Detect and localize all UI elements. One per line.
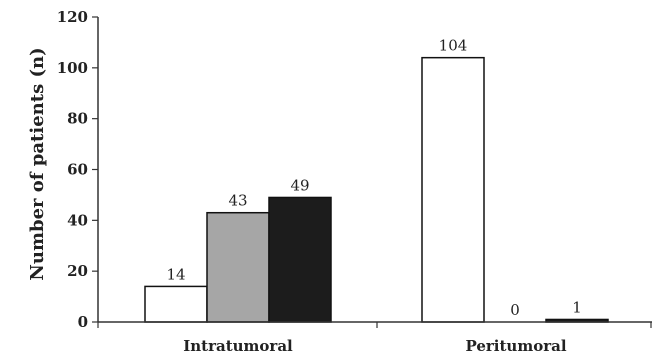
y-tick-label-2: 40 bbox=[67, 211, 88, 229]
y-axis-title: Number of patients (n) bbox=[27, 47, 48, 280]
y-tick-label-6: 120 bbox=[57, 8, 88, 26]
data-label-peritumoral-1: 0 bbox=[510, 301, 520, 319]
data-label-peritumoral-2: 1 bbox=[572, 298, 582, 316]
category-label-intratumoral: Intratumoral bbox=[183, 337, 293, 355]
bar-peritumoral-0 bbox=[421, 56, 485, 323]
bar-intratumoral-0 bbox=[144, 285, 208, 323]
y-tick-label-5: 100 bbox=[57, 59, 88, 77]
bar-intratumoral-1 bbox=[206, 211, 270, 323]
plot-area: 0 20 40 60 80 100 120 14 43 49 104 0 1 Intratumoral Pe… bbox=[57, 8, 652, 355]
category-label-peritumoral: Peritumoral bbox=[465, 337, 566, 355]
y-tick-label-4: 80 bbox=[67, 110, 88, 128]
data-label-intratumoral-0: 14 bbox=[166, 265, 185, 283]
data-label-intratumoral-2: 49 bbox=[290, 176, 309, 194]
y-tick-label-0: 0 bbox=[78, 313, 88, 331]
y-tick-label-1: 20 bbox=[67, 262, 88, 280]
bar-intratumoral-2 bbox=[268, 196, 332, 323]
data-label-intratumoral-1: 43 bbox=[228, 192, 247, 210]
y-tick-label-3: 60 bbox=[67, 161, 88, 179]
data-label-peritumoral-0: 104 bbox=[439, 37, 468, 55]
